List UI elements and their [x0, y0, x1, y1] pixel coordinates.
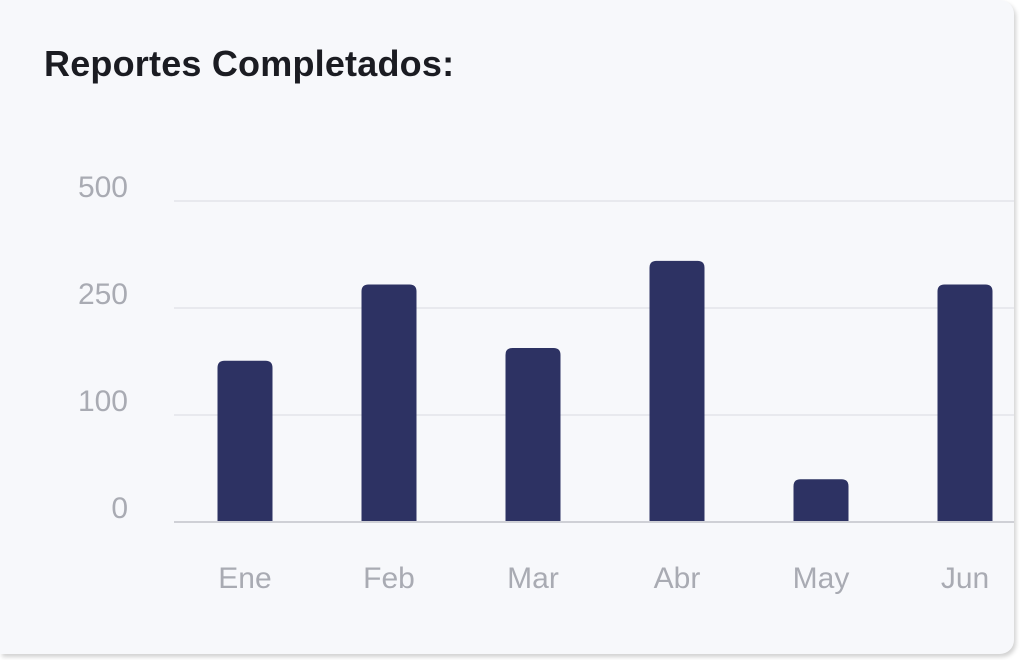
x-tick-label: Jun: [941, 562, 989, 595]
bar-abr[interactable]: [649, 260, 705, 522]
x-tick-label: Feb: [363, 562, 415, 595]
y-tick-label: 250: [78, 278, 128, 311]
bar-feb[interactable]: [361, 284, 417, 522]
x-tick-label: May: [793, 562, 850, 595]
bar-ene[interactable]: [217, 360, 273, 522]
y-tick-label: 0: [111, 492, 128, 525]
bar-may[interactable]: [793, 479, 849, 522]
x-tick-label: Ene: [218, 562, 271, 595]
bar-jun[interactable]: [937, 284, 993, 522]
x-tick-label: Mar: [507, 562, 559, 595]
y-tick-label: 500: [78, 171, 128, 204]
y-tick-label: 100: [78, 385, 128, 418]
bar-mar[interactable]: [505, 347, 561, 522]
chart-title: Reportes Completados:: [44, 43, 455, 84]
x-tick-label: Abr: [654, 562, 701, 595]
